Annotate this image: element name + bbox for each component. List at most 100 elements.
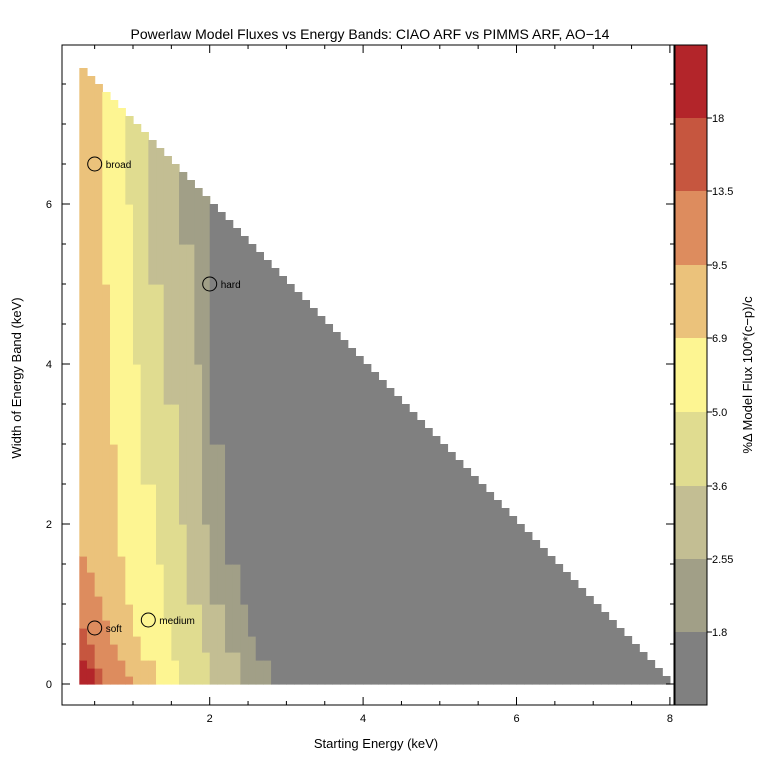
heatmap-cell bbox=[140, 484, 149, 661]
heatmap-cell bbox=[309, 308, 318, 685]
heatmap-cell bbox=[248, 636, 257, 685]
heatmap-cell bbox=[301, 300, 311, 685]
heatmap-cell bbox=[163, 404, 172, 621]
heatmap-cell bbox=[148, 284, 157, 485]
heatmap-cell bbox=[202, 524, 211, 653]
heatmap-cell bbox=[209, 444, 218, 605]
heatmap-cell bbox=[608, 620, 617, 685]
heatmap-cell bbox=[600, 612, 610, 685]
heatmap-cell bbox=[447, 452, 456, 685]
heatmap-cell bbox=[217, 444, 226, 605]
heatmap-cell bbox=[171, 660, 180, 685]
heatmap-cell bbox=[432, 436, 441, 685]
heatmap-cell bbox=[179, 172, 188, 245]
heatmap-cell bbox=[585, 596, 594, 685]
heatmap-cell bbox=[125, 204, 134, 605]
heatmap-cell bbox=[117, 556, 126, 661]
heatmap-cell bbox=[133, 364, 142, 637]
heatmap-cell bbox=[125, 676, 134, 685]
heatmap-cell bbox=[248, 244, 257, 637]
heatmap-cell bbox=[133, 124, 142, 365]
colorbar-tick-label: 18 bbox=[712, 113, 724, 125]
colorbar-band bbox=[675, 412, 707, 486]
heatmap-cell bbox=[109, 644, 119, 685]
x-tick-label: 4 bbox=[360, 713, 366, 725]
heatmap-cell bbox=[94, 84, 103, 597]
heatmap-cell bbox=[263, 660, 272, 685]
heatmap-cell bbox=[324, 324, 334, 685]
heatmap-cell bbox=[547, 556, 556, 685]
heatmap-cell bbox=[493, 500, 502, 685]
heatmap-cell bbox=[171, 404, 180, 661]
heatmap-cell bbox=[516, 524, 525, 685]
heatmap-cell bbox=[662, 676, 671, 685]
heatmap-cell bbox=[117, 660, 126, 685]
heatmap-cell bbox=[225, 564, 234, 653]
heatmap-cell bbox=[462, 468, 472, 685]
annotation-circle bbox=[202, 276, 218, 292]
colorbar-band bbox=[675, 118, 707, 191]
colorbar-band bbox=[675, 338, 707, 412]
heatmap-cell bbox=[616, 628, 625, 685]
heatmap-cell bbox=[639, 652, 648, 685]
x-tick-label: 6 bbox=[513, 713, 519, 725]
heatmap-cell bbox=[209, 604, 218, 685]
heatmap-cell bbox=[240, 604, 249, 685]
heatmap-cell bbox=[209, 204, 218, 445]
heatmap-cell bbox=[570, 580, 579, 685]
heatmap-cell bbox=[508, 516, 518, 685]
heatmap-cell bbox=[156, 148, 165, 285]
annotation-label: hard bbox=[221, 280, 241, 291]
heatmap-cell bbox=[593, 604, 602, 685]
heatmap-cell bbox=[363, 364, 372, 685]
heatmap-cell bbox=[117, 108, 126, 557]
heatmap-cell bbox=[194, 188, 203, 365]
heatmap-cell bbox=[478, 484, 487, 685]
heatmap-cell bbox=[232, 652, 241, 685]
y-tick-label: 2 bbox=[46, 519, 52, 531]
heatmap-cell bbox=[102, 92, 111, 285]
annotation-markers: broad hard soft medium bbox=[87, 156, 241, 636]
annotation-label: soft bbox=[106, 624, 122, 635]
heatmap-cell bbox=[202, 196, 211, 525]
heatmap-cell bbox=[217, 212, 226, 445]
heatmap-cell bbox=[225, 220, 234, 565]
heatmap-cell bbox=[278, 276, 287, 685]
heatmap-cell bbox=[393, 396, 403, 685]
heatmap-cell bbox=[156, 284, 165, 565]
heatmap-cell bbox=[148, 660, 157, 685]
heatmap-cell bbox=[79, 660, 88, 685]
heatmap-cell bbox=[94, 596, 103, 669]
heatmap-cell bbox=[439, 444, 449, 685]
heatmap-cell bbox=[340, 340, 349, 685]
heatmap-cell bbox=[401, 404, 410, 685]
heatmap-cell bbox=[125, 604, 134, 677]
heatmap-cell bbox=[562, 572, 571, 685]
heatmap-cell bbox=[271, 268, 280, 685]
heatmap-cell bbox=[102, 620, 111, 685]
heatmap-cell bbox=[148, 140, 157, 285]
heatmap-cells bbox=[79, 68, 671, 685]
colorbar-band bbox=[675, 559, 707, 632]
heatmap-cell bbox=[148, 484, 157, 661]
heatmap-cell bbox=[485, 492, 495, 685]
heatmap-cell bbox=[577, 588, 587, 685]
heatmap-cell bbox=[554, 564, 564, 685]
heatmap-cell bbox=[631, 644, 640, 685]
colorbar-tick-label: 1.8 bbox=[712, 627, 727, 639]
colorbar-label: %Δ Model Flux 100*(c−p)/c bbox=[740, 296, 755, 454]
heatmap-cell bbox=[186, 180, 195, 245]
heatmap-cell bbox=[186, 604, 195, 685]
heatmap-cell bbox=[79, 628, 88, 661]
heatmap-cell bbox=[194, 604, 203, 685]
colorbar-band bbox=[675, 632, 707, 705]
heatmap-cell bbox=[102, 284, 111, 621]
heatmap-cell bbox=[86, 76, 96, 573]
y-tick-label: 4 bbox=[46, 359, 52, 371]
y-axis-ticks: 0 2 4 6 bbox=[46, 83, 674, 691]
y-tick-label: 0 bbox=[46, 679, 52, 691]
heatmap-cell bbox=[232, 564, 241, 653]
heatmap-cell bbox=[171, 164, 180, 405]
x-tick-label: 8 bbox=[667, 713, 673, 725]
heatmap-cell bbox=[86, 572, 96, 645]
